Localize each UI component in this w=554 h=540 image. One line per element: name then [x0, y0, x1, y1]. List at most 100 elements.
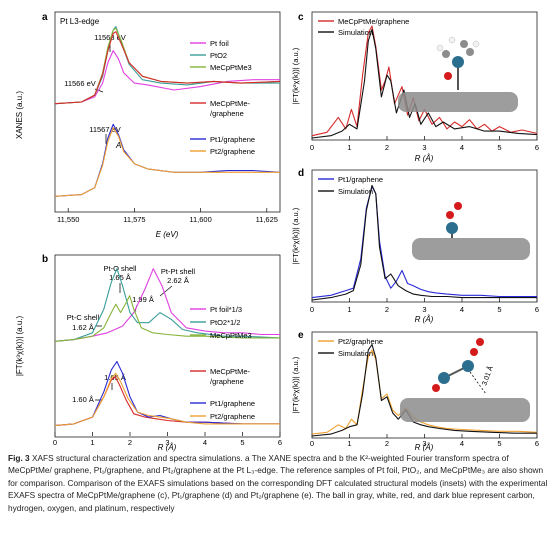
panel-c-ticks: 0 1 2 3 4 5 6 — [310, 136, 539, 152]
tick-label-b-3: 3 — [165, 438, 169, 447]
panel-c-plot — [311, 25, 538, 139]
legend-label: Simulation — [338, 187, 373, 196]
legend-label: MeCpPtMe- — [210, 367, 251, 376]
panel-b-ann-ptc-shell: Pt-C shell — [67, 313, 100, 322]
panel-a: a Pt L3-edge XANES (a.u.) E (eV) 11568 e… — [15, 11, 281, 239]
panel-b-legend: Pt foil*1/3 PtO2*1/2 MeCpPtMe3 MeCpPtMe-/gr… — [190, 305, 255, 421]
panel-a-letter: a — [42, 12, 48, 23]
panel-b-ann-ptc-val: 1.62 Å — [72, 323, 94, 332]
legend-label: PtO2*1/2 — [210, 318, 240, 327]
legend-label: Pt1/graphene — [210, 135, 255, 144]
tick-label-e-6: 6 — [535, 439, 539, 448]
panel-a-xlabel: E (eV) — [156, 230, 179, 239]
panel-a-ann-11566: 11566 eV — [64, 79, 96, 88]
legend-label: Simulation — [338, 349, 373, 358]
tick-label-b-6: 6 — [278, 438, 282, 447]
panel-d-ylabel: |FT(k²χ(k))| (a.u.) — [291, 207, 300, 264]
carbon-atom-c1 — [442, 50, 450, 58]
series-line-e-0 — [311, 349, 538, 435]
legend-label: Pt1/graphene — [338, 175, 383, 184]
tick-label-b-4: 4 — [203, 438, 207, 447]
oxygen-atom-c — [444, 72, 452, 80]
tick-label-d-5: 5 — [497, 305, 501, 314]
panel-e-ann-dist: 3.01 Å — [479, 364, 494, 386]
legend-label: PtO2 — [210, 51, 227, 60]
platinum-atom-e2 — [462, 360, 474, 372]
figure-caption: Fig. 3 XAFS structural characterization … — [8, 452, 548, 514]
panel-a-ticks: 11,550 11,575 11,600 11,625 — [57, 208, 278, 224]
tick-label-d-3: 3 — [422, 305, 426, 314]
tick-label-a-3: 11,625 — [256, 215, 278, 224]
panel-b-arrow-ptpt — [159, 285, 173, 297]
series-line-e-1 — [311, 343, 537, 437]
legend-label: Pt foil*1/3 — [210, 305, 242, 314]
panel-b-ann-160: 1.60 Å — [72, 395, 94, 404]
tick-label-e-4: 4 — [460, 439, 464, 448]
panel-b-ann-ptpt-shell: Pt-Pt shell — [161, 267, 196, 276]
carbon-atom-c2 — [466, 48, 474, 56]
tick-label-b-1: 1 — [90, 438, 94, 447]
panel-d: d |FT(k²χ(k))| (a.u.) R (Å) 0 1 2 3 4 5 6 Pt1/… — [291, 168, 539, 324]
tick-label-c-0: 0 — [310, 143, 314, 152]
caption-label: Fig. 3 — [8, 453, 30, 463]
series-line-d-0 — [311, 186, 537, 299]
tick-label-e-5: 5 — [497, 439, 501, 448]
panel-e-ylabel: |FT(k²χ(k))| (a.u.) — [291, 356, 300, 413]
series-line-d-1 — [311, 184, 537, 301]
legend-label: Simulation — [338, 28, 373, 37]
tick-label-b-2: 2 — [128, 438, 132, 447]
molecule-model-d — [412, 202, 530, 260]
panel-e-frame — [311, 331, 538, 439]
panel-e-plot — [311, 343, 538, 437]
panel-c: c |FT(k²χ(k))| (a.u.) R (Å) 0 1 2 3 4 5 6 MeCp… — [291, 11, 539, 163]
series-line-c-1 — [311, 28, 538, 139]
legend-label: MeCpPtMe3 — [210, 63, 252, 72]
tick-label-b-5: 5 — [240, 438, 244, 447]
panel-a-ylabel: XANES (a.u.) — [15, 91, 24, 139]
graphene-sheet-c — [398, 92, 518, 112]
panel-d-legend: Pt1/graphene Simulation — [318, 175, 383, 196]
caption-text: XAFS structural characterization and spe… — [8, 453, 548, 513]
legend-label: Pt2/graphene — [210, 147, 255, 156]
tick-label-d-2: 2 — [385, 305, 389, 314]
panel-e-xlabel: R (Å) — [415, 443, 434, 452]
oxygen-atom-d2 — [454, 202, 462, 210]
panel-d-ticks: 0 1 2 3 4 5 6 — [310, 298, 539, 314]
hydrogen-atom-c3 — [448, 36, 456, 44]
panel-c-xlabel: R (Å) — [415, 154, 434, 163]
tick-label-e-2: 2 — [385, 439, 389, 448]
panel-e: e |FT(k²χ(k))| (a.u.) R (Å) 0 1 2 3 4 5 6 Pt2/… — [291, 330, 539, 452]
tick-label-e-3: 3 — [422, 439, 426, 448]
panel-b: b |FT(k³χ(k))| (a.u.) R (Å) Pt-O shell 1… — [15, 254, 282, 452]
legend-label: Pt2/graphene — [338, 337, 383, 346]
series-line-b-5 — [54, 372, 280, 427]
legend-label: Pt2/graphene — [210, 412, 255, 421]
panel-e-ticks: 0 1 2 3 4 5 6 — [310, 434, 539, 448]
series-line-a-5 — [54, 127, 280, 197]
series-line-b-4 — [54, 360, 280, 427]
tick-label-c-5: 5 — [497, 143, 501, 152]
tick-label-c-2: 2 — [385, 143, 389, 152]
panel-a-edge-label: Pt L3-edge — [60, 17, 100, 26]
tick-label-a-1: 11,575 — [123, 215, 145, 224]
panel-b-ann-ptpt-val: 2.62 Å — [167, 276, 189, 285]
panel-b-plot — [54, 268, 281, 427]
legend-label: Pt foil — [210, 39, 229, 48]
legend-label: Pt1/graphene — [210, 399, 255, 408]
panel-e-legend: Pt2/graphene Simulation — [318, 337, 383, 358]
molecule-model-e: 3.01 Å — [400, 338, 530, 422]
legend-label: /graphene — [210, 109, 244, 118]
panel-b-ann-199: 1.99 Å — [132, 295, 154, 304]
legend-label: /graphene — [210, 377, 244, 386]
panel-b-ylabel: |FT(k³χ(k))| (a.u.) — [15, 315, 24, 376]
panel-b-ann-pto-shell: Pt-O shell — [104, 264, 137, 273]
oxygen-atom-e3 — [432, 384, 440, 392]
legend-label: MeCpPtMe- — [210, 99, 251, 108]
tick-label-c-6: 6 — [535, 143, 539, 152]
tick-label-b-0: 0 — [53, 438, 57, 447]
series-line-b-2 — [54, 295, 280, 342]
panel-a-ann-11567: 11567 eV — [89, 125, 121, 134]
panel-a-plot — [54, 26, 281, 197]
panel-b-letter: b — [42, 254, 48, 265]
